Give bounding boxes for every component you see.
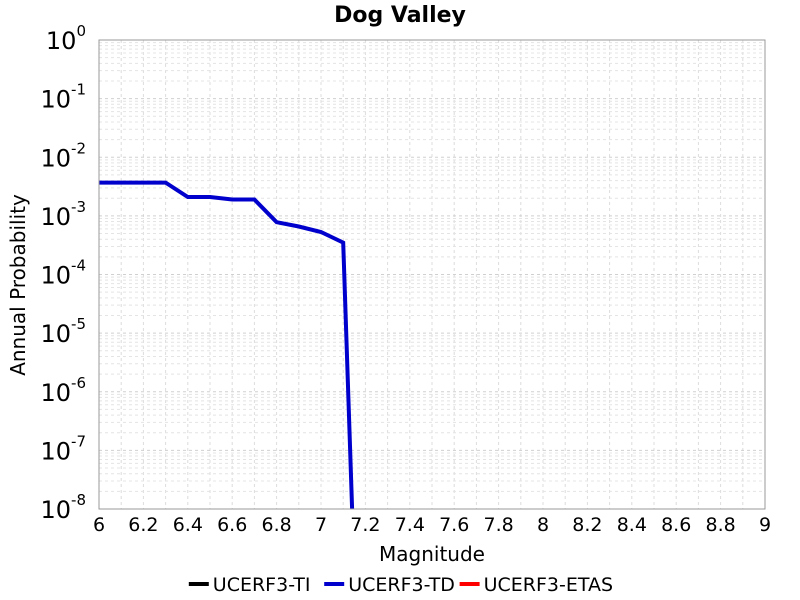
y-tick-label: 10-1 — [40, 81, 86, 114]
y-axis-label: Annual Probability — [6, 194, 30, 376]
x-tick-label: 6.8 — [261, 514, 291, 536]
x-tick-labels: 6 6.2 6.4 6.6 6.8 7 7.2 7.4 7.6 7.8 8 8.2 8.4 8.6 8.8 9 — [93, 514, 771, 536]
x-tick-label: 7.2 — [350, 514, 380, 536]
legend-label: UCERF3-TD — [348, 574, 455, 596]
y-tick-label: 10-4 — [40, 257, 86, 290]
legend-label: UCERF3-TI — [213, 574, 311, 596]
x-tick-label: 6 — [93, 514, 105, 536]
x-axis-label: Magnitude — [379, 542, 485, 566]
grid — [98, 40, 766, 510]
x-tick-label: 8.4 — [617, 514, 647, 536]
plot-frame — [98, 39, 766, 510]
x-tick-label: 9 — [759, 514, 771, 536]
x-tick-label: 8 — [537, 514, 549, 536]
x-tick-label: 6.2 — [128, 514, 158, 536]
y-tick-label: 10-8 — [40, 491, 86, 524]
x-tick-label: 7 — [315, 514, 327, 536]
x-tick-label: 7.8 — [483, 514, 513, 536]
x-tick-label: 8.6 — [661, 514, 691, 536]
series-line — [99, 180, 355, 510]
legend-label: UCERF3-ETAS — [484, 574, 613, 596]
y-tick-label: 10-2 — [40, 139, 86, 172]
x-tick-label: 6.6 — [217, 514, 247, 536]
y-tick-labels: 100 10-1 10-2 10-3 10-4 10-5 10-6 10-7 10-8 — [40, 22, 86, 524]
y-tick-label: 10-6 — [40, 374, 86, 407]
x-tick-label: 7.4 — [395, 514, 425, 536]
legend: UCERF3-TI UCERF3-TD UCERF3-ETAS — [188, 574, 613, 596]
y-tick-label: 100 — [46, 22, 86, 55]
chart-title: Dog Valley — [334, 3, 466, 28]
y-tick-label: 10-5 — [40, 315, 86, 348]
y-tick-label: 10-3 — [40, 198, 86, 231]
x-tick-label: 8.8 — [705, 514, 735, 536]
series-layer — [99, 180, 355, 510]
y-tick-label: 10-7 — [40, 432, 86, 465]
x-tick-label: 6.4 — [173, 514, 203, 536]
x-tick-label: 8.2 — [572, 514, 602, 536]
x-tick-label: 7.6 — [439, 514, 469, 536]
